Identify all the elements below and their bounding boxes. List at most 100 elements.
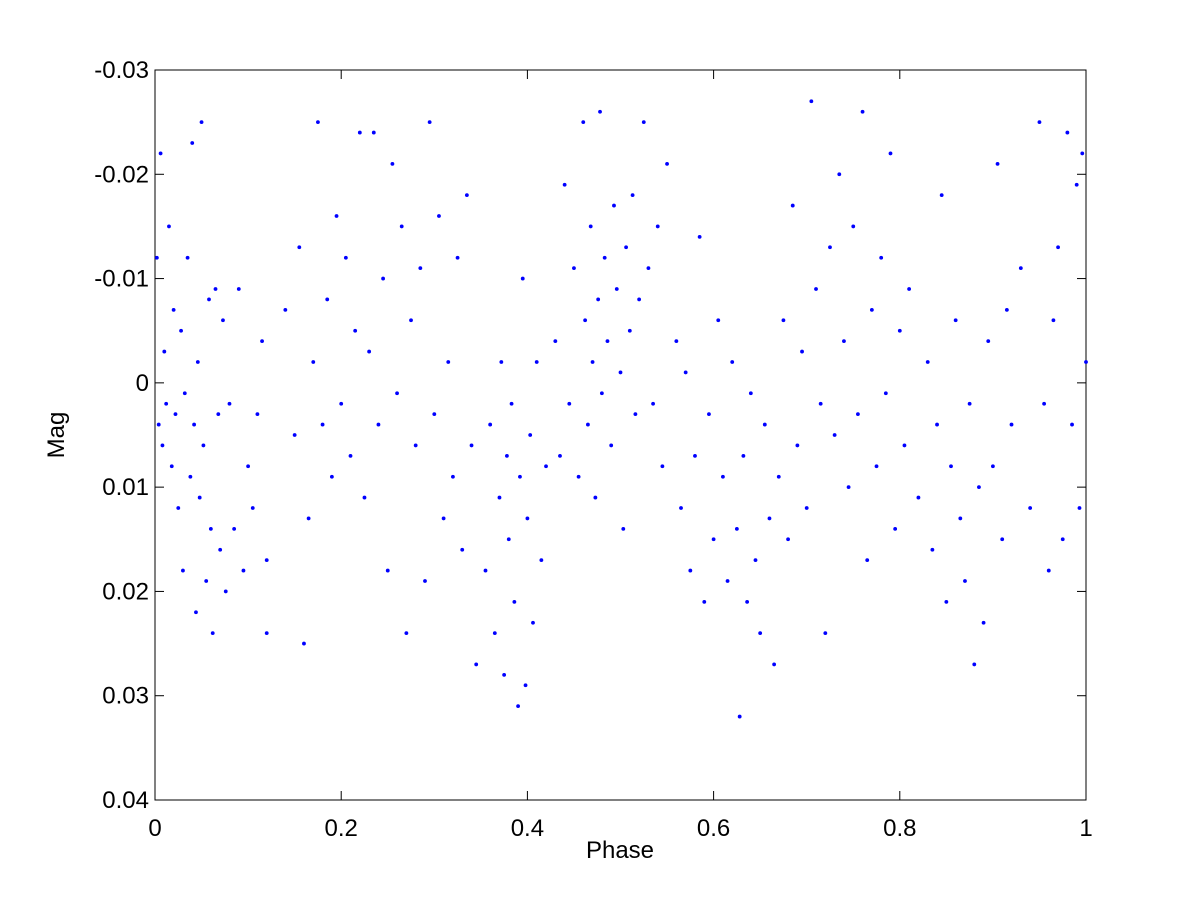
point [748, 391, 753, 396]
point [381, 276, 385, 281]
point [464, 193, 469, 198]
point [581, 120, 586, 125]
point [633, 412, 638, 417]
point [562, 182, 567, 187]
point [930, 547, 935, 552]
point [446, 360, 451, 364]
point [539, 558, 544, 563]
point [399, 224, 404, 229]
point [977, 485, 981, 490]
point [576, 474, 581, 479]
point [423, 579, 427, 583]
point [534, 360, 539, 364]
point [194, 610, 198, 615]
point [762, 422, 767, 427]
point [1046, 568, 1051, 573]
point [505, 453, 509, 458]
point [283, 307, 288, 312]
point [169, 464, 174, 469]
point [851, 224, 856, 229]
point [949, 464, 953, 469]
point [427, 120, 432, 125]
point [614, 287, 619, 291]
point [236, 287, 241, 291]
point [874, 464, 879, 469]
point [790, 203, 795, 208]
point [897, 328, 902, 333]
point [674, 339, 679, 344]
x-axis-label: Phase [586, 837, 654, 864]
point [605, 339, 610, 344]
point [837, 172, 842, 177]
point [474, 662, 479, 667]
point [525, 516, 530, 521]
point [329, 474, 334, 479]
point [390, 161, 395, 166]
point [385, 568, 390, 573]
point [188, 474, 193, 479]
point [208, 526, 213, 531]
point [1084, 360, 1088, 364]
point [621, 526, 626, 531]
point [409, 318, 413, 323]
point [832, 433, 837, 437]
point [842, 339, 846, 344]
point [646, 266, 651, 271]
y-tick-label: 0.02 [102, 578, 149, 605]
point [734, 526, 739, 531]
point [362, 495, 367, 500]
point [207, 297, 211, 302]
point [753, 558, 758, 563]
y-tick-label: -0.02 [94, 161, 149, 188]
point [213, 287, 218, 291]
point [376, 422, 381, 427]
point [612, 203, 616, 208]
point [357, 130, 362, 135]
point [1051, 318, 1056, 323]
point [227, 401, 232, 406]
point [1000, 537, 1005, 542]
point [367, 349, 372, 354]
point [590, 360, 595, 364]
point [737, 714, 742, 719]
point [907, 287, 912, 291]
point [1065, 130, 1070, 135]
point [593, 495, 598, 500]
point [745, 599, 750, 604]
point [781, 318, 786, 323]
point [795, 443, 800, 448]
point [641, 120, 646, 125]
point [776, 474, 781, 479]
point [660, 464, 665, 469]
point [707, 412, 711, 417]
point [531, 620, 535, 625]
point [192, 422, 197, 427]
point [195, 360, 200, 364]
point [179, 328, 183, 333]
point [637, 297, 642, 302]
point [1037, 120, 1042, 125]
point [302, 641, 306, 646]
point [902, 443, 907, 448]
y-axis-label: Mag [43, 412, 70, 459]
point [572, 266, 576, 271]
point [181, 568, 185, 573]
point [185, 255, 190, 260]
point [683, 370, 688, 375]
point [823, 631, 828, 636]
point [865, 558, 870, 563]
point [893, 526, 898, 531]
point [553, 339, 558, 344]
point [651, 401, 655, 406]
point [171, 307, 176, 312]
point [343, 255, 348, 260]
point [981, 620, 986, 625]
point [630, 193, 635, 198]
point [995, 161, 1000, 166]
y-tick-label: -0.01 [94, 266, 149, 293]
point [509, 401, 514, 406]
point [176, 506, 181, 510]
plot-frame [154, 69, 1087, 801]
